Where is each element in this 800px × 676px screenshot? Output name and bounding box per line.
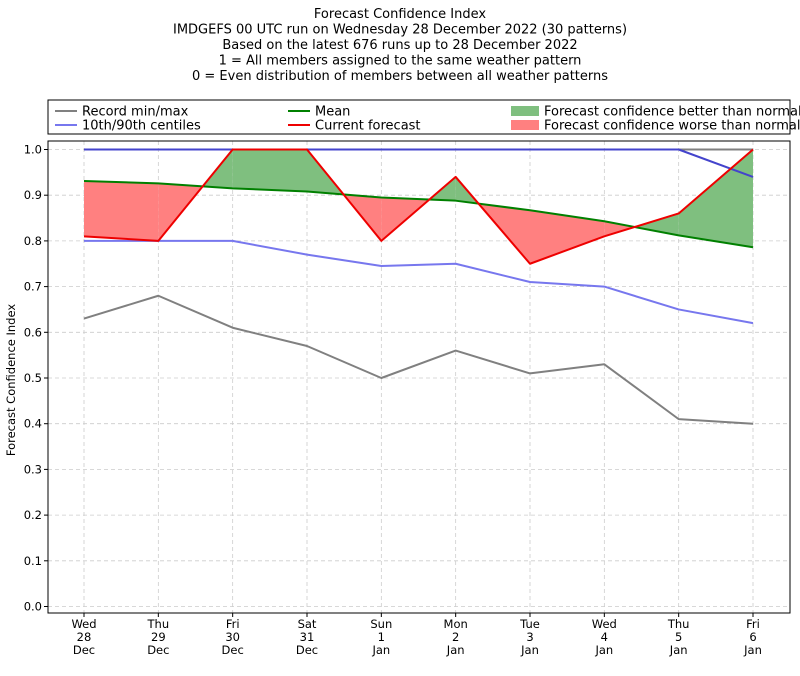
legend-current-forecast: Current forecast [288, 119, 421, 134]
y-tick-label: 0.6 [24, 325, 42, 339]
x-tick-label: Wed 28 Dec [71, 617, 96, 657]
x-axis: Wed 28 Dec Thu 29 Dec Fri 30 Dec Sat 31 Dec Sun 1 Jan M… [71, 613, 762, 657]
x-tick-label: Fri 30 Dec [222, 617, 244, 657]
x-tick-label: Sat 31 Dec [296, 617, 318, 657]
x-tick-label: Fri 6 Jan [743, 617, 762, 657]
legend-label: Current forecast [315, 119, 421, 134]
legend-label: Mean [315, 105, 350, 120]
title-line: 1 = All members assigned to the same wea… [219, 54, 582, 69]
fill-better-than-normal [634, 213, 679, 236]
title-line: 0 = Even distribution of members between… [192, 69, 608, 84]
y-tick-label: 0.3 [24, 462, 42, 476]
series-line-centile-10 [84, 239, 754, 325]
x-tick-label: Wed 4 Jan [592, 617, 617, 657]
title-line: Based on the latest 676 runs up to 28 De… [222, 38, 577, 53]
y-tick-label: 0.0 [24, 600, 42, 614]
series-line-current [83, 148, 754, 265]
legend-worse-than-normal: Forecast confidence worse than normal [511, 119, 800, 134]
x-tick-label: Thu 29 Dec [147, 617, 170, 657]
fill-worse-than-normal [604, 221, 635, 237]
y-tick-label: 0.4 [24, 417, 42, 431]
legend-swatch [511, 120, 539, 130]
y-tick-label: 0.9 [24, 188, 42, 202]
fill-better-than-normal [232, 149, 307, 192]
legend-centiles: 10th/90th centiles [55, 119, 201, 134]
series-line-centile-90 [84, 148, 754, 178]
fill-better-than-normal [678, 149, 753, 248]
title-line: IMDGEFS 00 UTC run on Wednesday 28 Decem… [173, 23, 627, 38]
x-tick-label: Mon 2 Jan [444, 617, 468, 657]
legend-label: Forecast confidence worse than normal [544, 119, 800, 134]
plot-area: 0.0 0.1 0.2 0.3 0.4 0.5 0.6 0.7 0.8 0.9 1.0 Wed 28 De… [24, 140, 791, 657]
y-tick-label: 1.0 [24, 143, 42, 157]
y-tick-label: 0.2 [24, 508, 42, 522]
legend-record-minmax: Record min/max [55, 105, 189, 120]
legend-swatch [511, 106, 539, 116]
legend-label: Record min/max [82, 105, 189, 120]
y-tick-label: 0.1 [24, 554, 42, 568]
y-tick-label: 0.8 [24, 234, 42, 248]
legend-mean: Mean [288, 105, 350, 120]
fill-worse-than-normal [530, 210, 605, 264]
y-tick-label: 0.5 [24, 371, 42, 385]
plot-frame [47, 140, 791, 614]
y-axis: 0.0 0.1 0.2 0.3 0.4 0.5 0.6 0.7 0.8 0.9 1.0 [24, 143, 48, 614]
series-line-record-min [83, 294, 754, 425]
legend-better-than-normal: Forecast confidence better than normal [511, 105, 800, 120]
y-axis-label: Forecast Confidence Index [4, 304, 18, 456]
x-tick-label: Thu 5 Jan [667, 617, 690, 657]
series-line-mean [83, 180, 754, 249]
x-tick-label: Tue 3 Jan [519, 617, 540, 657]
legend-label: Forecast confidence better than normal [544, 105, 800, 120]
fill-worse-than-normal [84, 181, 159, 241]
x-tick-label: Sun 1 Jan [370, 617, 392, 657]
y-tick-label: 0.7 [24, 280, 42, 294]
legend-frame [47, 99, 791, 135]
title-line: Forecast Confidence Index [314, 7, 486, 22]
legend-label: 10th/90th centiles [82, 119, 201, 134]
